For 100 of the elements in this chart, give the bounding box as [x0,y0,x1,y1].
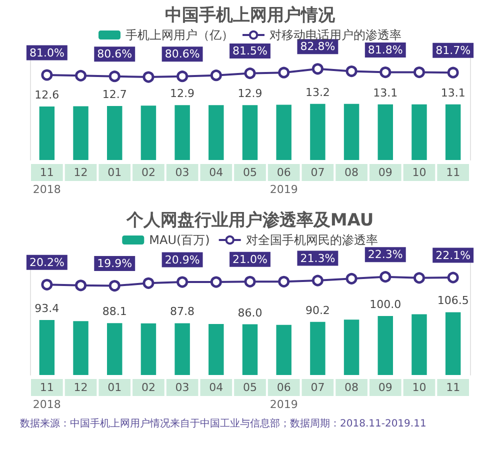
x-tick-label: 11 [40,166,54,179]
point [346,66,358,78]
bar [445,312,461,375]
x-tick-label: 03 [175,381,190,394]
x-tick-label: 06 [276,166,291,179]
legend-label: MAU(百万) [149,233,210,247]
point [312,274,324,286]
data-label: 13.1 [373,86,398,100]
text: 2018 [32,183,61,196]
legend-label: 对移动电话用户的渗透率 [270,28,402,42]
data-label: 81.7% [436,44,471,57]
bar [378,316,393,375]
data-label: 12.9 [170,87,195,100]
x-tick-label: 08 [344,381,359,394]
x-tick-label: 06 [276,381,291,394]
point [41,278,53,290]
data-label: 81.5% [232,44,268,58]
x-tick-label: 11 [446,381,460,394]
data-label: 19.9% [97,257,132,270]
bar [107,323,122,375]
data-label: 12.7 [102,88,127,102]
data-label: 13.1 [440,86,466,100]
data-label: 21.0% [232,252,268,266]
data-label: 80.6% [97,48,132,61]
point [380,271,392,283]
point [108,70,120,82]
data-label: 106.5 [437,294,469,308]
point [278,66,290,78]
data-label: 87.8 [170,305,195,318]
x-tick-label: 09 [378,166,392,179]
point [244,68,256,80]
bar [310,322,326,375]
x-tick-label: 07 [310,381,325,394]
legend-label: 手机上网用户（亿） [126,28,234,42]
bar [39,320,55,375]
x-tick-label: 03 [175,166,190,179]
x-tick-label: 10 [412,381,426,394]
point [176,276,188,288]
text: 2019 [270,398,298,411]
point [312,63,324,75]
point [75,70,87,82]
point [447,272,459,284]
point [176,70,188,82]
data-label: 22.1% [436,248,471,262]
point [210,70,222,82]
x-tick-label: 04 [209,166,224,179]
x-tick-label: 11 [40,381,54,394]
point [380,66,392,78]
source-note: 数据来源：中国手机上网用户情况来自于中国工业与信息部；数据周期：2018.11-2019.11 [20,418,426,430]
data-label: 12.6 [34,88,60,102]
x-tick-label: 02 [141,166,156,179]
data-label: 12.9 [238,87,262,100]
data-label: 81.8% [368,44,403,57]
x-tick-label: 12 [74,166,88,179]
chart-title: 个人网盘行业用户渗透率及MAU [125,210,374,230]
point [413,272,425,284]
bar [73,321,88,375]
data-label: 20.9% [164,253,200,266]
bar [344,320,360,375]
bar [242,324,258,375]
point [75,280,87,292]
data-label: 100.0 [370,298,402,312]
data-label: 86.0 [238,306,262,320]
point [244,276,256,288]
point [142,71,154,83]
data-label: 88.1 [102,305,127,318]
point [413,66,425,78]
x-tick-label: 02 [141,381,156,394]
point [142,277,154,289]
data-label: 13.2 [305,86,330,99]
bar [276,324,292,375]
bar [174,323,190,375]
x-tick-label: 11 [446,166,460,179]
x-tick-label: 09 [378,381,392,394]
x-tick-label: 01 [108,381,122,394]
point [346,272,358,284]
data-label: 80.6% [164,48,200,61]
data-label: 82.8% [300,40,336,54]
x-tick-label: 07 [310,166,325,179]
bar [412,314,427,375]
point [108,280,120,292]
bar [208,324,224,375]
text: 2018 [32,398,61,411]
x-tick-label: 01 [108,166,122,179]
text: 2019 [270,183,298,196]
x-tick-label: 05 [243,381,257,394]
x-tick-label: 04 [209,381,224,394]
data-label: 21.3% [300,252,336,265]
point [447,66,459,78]
data-label: 20.2% [29,256,64,269]
data-label: 93.4 [34,302,60,315]
data-label: 90.2 [305,304,330,317]
data-label: 81.0% [29,46,64,60]
x-tick-label: 08 [344,166,359,179]
data-label: 22.3% [368,248,403,262]
chart-title: 中国手机上网用户情况 [165,6,336,26]
point [41,69,53,81]
x-tick-label: 10 [412,166,426,179]
x-tick-label: 12 [74,381,88,394]
x-tick-label: 05 [243,166,257,179]
